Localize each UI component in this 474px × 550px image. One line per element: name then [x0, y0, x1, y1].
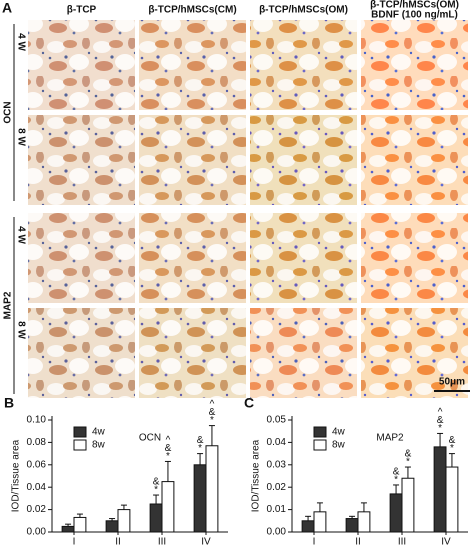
panel-label: B [4, 395, 14, 411]
significance-mark: ^ [210, 399, 215, 410]
legend-label: 8w [332, 440, 346, 451]
y-tick-label: 0.10 [27, 415, 47, 426]
legend-swatch [313, 439, 327, 451]
y-tick-label: 0.03 [267, 459, 287, 470]
significance-mark: & [449, 435, 456, 446]
y-tick-label: 0.04 [27, 482, 47, 493]
row-group-label: OCN [3, 101, 14, 123]
y-tick-label: 0.00 [267, 527, 287, 538]
y-tick-label: 0.01 [267, 504, 287, 515]
x-tick-label: I [73, 537, 76, 548]
significance-mark: & [165, 443, 172, 454]
y-tick-label: 0.05 [267, 415, 287, 426]
y-tick-label: 0.00 [27, 527, 47, 538]
bar [301, 520, 315, 533]
micrograph [361, 115, 468, 205]
y-axis-label: IOD/Tissue area [11, 439, 22, 512]
x-tick-label: IV [201, 537, 211, 548]
significance-mark: ^ [166, 435, 171, 446]
legend-label: 4w [332, 427, 346, 438]
bar [161, 481, 175, 533]
bar [149, 503, 163, 533]
micrograph [28, 213, 135, 303]
y-tick-label: 0.02 [27, 504, 47, 515]
y-tick-label: 0.08 [27, 437, 47, 448]
bar [401, 477, 415, 533]
row-label: 4 W [15, 33, 26, 51]
bar [193, 464, 207, 533]
legend-label: 4w [92, 427, 106, 438]
bar [73, 516, 87, 533]
y-tick-label: 0.02 [267, 482, 287, 493]
micrograph [139, 213, 246, 303]
micrograph [28, 20, 135, 110]
row-label: 8 W [15, 321, 26, 339]
micrograph [28, 308, 135, 398]
column-header: BDNF (100 ng/mL) [371, 10, 458, 21]
legend-swatch [313, 426, 327, 438]
y-axis-label: IOD/Tissue area [251, 439, 262, 512]
bar [205, 445, 219, 533]
significance-mark: & [197, 435, 204, 446]
significance-mark: * [210, 415, 214, 426]
significance-mark: * [198, 443, 202, 454]
bar [313, 511, 327, 533]
legend-swatch [73, 439, 87, 451]
bar [389, 493, 403, 533]
chart-title: OCN [139, 433, 161, 444]
significance-mark: & [437, 415, 444, 426]
x-tick-label: IV [441, 537, 451, 548]
bar [357, 511, 371, 533]
y-tick-label: 0.04 [267, 437, 287, 448]
bar [345, 518, 359, 533]
significance-mark: & [405, 449, 412, 460]
column-header: β-TCP/hMSCs(OM) [370, 0, 459, 11]
micrograph [361, 20, 468, 110]
bar [117, 509, 131, 533]
bar [433, 446, 447, 533]
significance-mark: * [438, 423, 442, 434]
column-header: β-TCP [67, 5, 97, 16]
significance-mark: * [450, 443, 454, 454]
micrograph [250, 115, 357, 205]
x-tick-label: I [313, 537, 316, 548]
column-header: β-TCP/hMSCs(CM) [148, 5, 236, 16]
significance-mark: ^ [438, 407, 443, 418]
micrograph [361, 213, 468, 303]
significance-mark: & [393, 467, 400, 478]
micrograph [250, 308, 357, 398]
panel-label: A [2, 0, 12, 16]
panel-label: C [244, 395, 254, 411]
micrograph [250, 20, 357, 110]
y-tick-label: 0.06 [27, 459, 47, 470]
significance-mark: & [209, 407, 216, 418]
row-label: 4 W [15, 226, 26, 244]
bar [445, 466, 459, 533]
micrograph [139, 308, 246, 398]
significance-mark: * [406, 457, 410, 468]
significance-mark: * [394, 475, 398, 486]
x-tick-label: II [355, 537, 361, 548]
bar [61, 525, 75, 533]
scale-bar-label: 50μm [439, 377, 465, 388]
chart-title: MAP2 [376, 433, 404, 444]
significance-mark: & [153, 477, 160, 488]
x-tick-label: III [398, 537, 406, 548]
row-label: 8 W [15, 128, 26, 146]
significance-mark: * [154, 485, 158, 496]
x-tick-label: III [158, 537, 166, 548]
row-group-label: MAP2 [3, 291, 14, 319]
bar [105, 520, 119, 533]
micrograph [139, 20, 246, 110]
x-tick-label: II [115, 537, 121, 548]
micrograph [28, 115, 135, 205]
micrograph [139, 115, 246, 205]
legend-swatch [73, 426, 87, 438]
micrograph [250, 213, 357, 303]
legend-label: 8w [92, 440, 106, 451]
micrograph [361, 308, 468, 398]
column-header: β-TCP/hMSCs(OM) [259, 5, 348, 16]
significance-mark: * [166, 451, 170, 462]
